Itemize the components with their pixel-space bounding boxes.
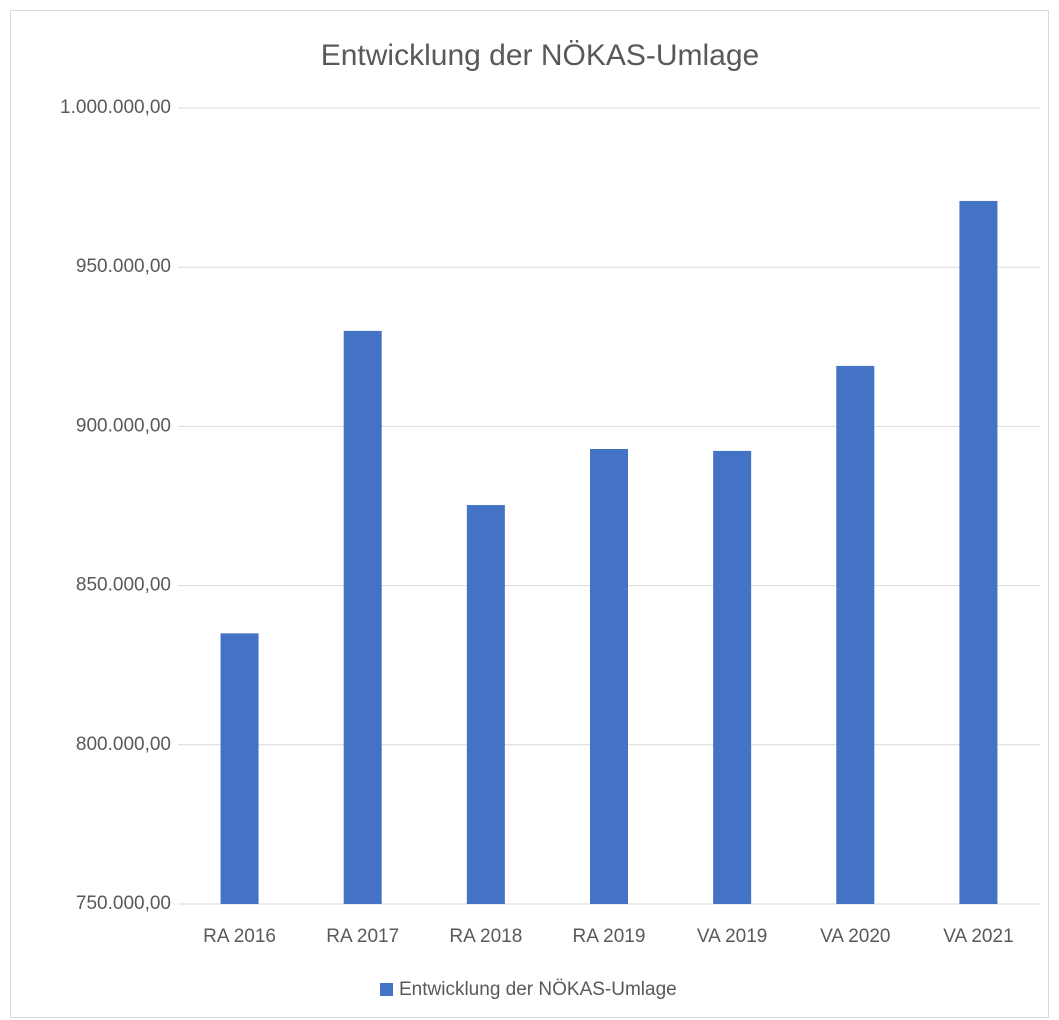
bar [466, 505, 505, 904]
legend-swatch [380, 983, 393, 996]
x-tick-label: RA 2019 [573, 926, 646, 947]
y-tick-label: 950.000,00 [76, 256, 171, 277]
bar [220, 633, 259, 904]
bar [959, 200, 998, 905]
chart-title: Entwicklung der NÖKAS-Umlage [321, 39, 760, 72]
x-tick-label: RA 2017 [326, 926, 399, 947]
bar [836, 365, 875, 904]
bar [590, 449, 628, 904]
y-tick-label: 850.000,00 [76, 575, 171, 596]
x-tick-label: VA 2021 [943, 926, 1013, 947]
x-tick-label: VA 2019 [697, 926, 767, 947]
y-tick-label: 900.000,00 [76, 415, 171, 436]
y-tick-label: 1.000.000,00 [60, 97, 171, 118]
legend-label: Entwicklung der NÖKAS-Umlage [399, 979, 677, 1000]
bar [343, 330, 382, 904]
y-tick-label: 750.000,00 [76, 893, 171, 914]
bar [713, 450, 752, 904]
y-tick-label: 800.000,00 [76, 734, 171, 755]
x-tick-label: RA 2018 [449, 926, 522, 947]
x-tick-label: VA 2020 [820, 926, 890, 947]
chart-border [10, 10, 1049, 1018]
x-tick-label: RA 2016 [203, 926, 276, 947]
